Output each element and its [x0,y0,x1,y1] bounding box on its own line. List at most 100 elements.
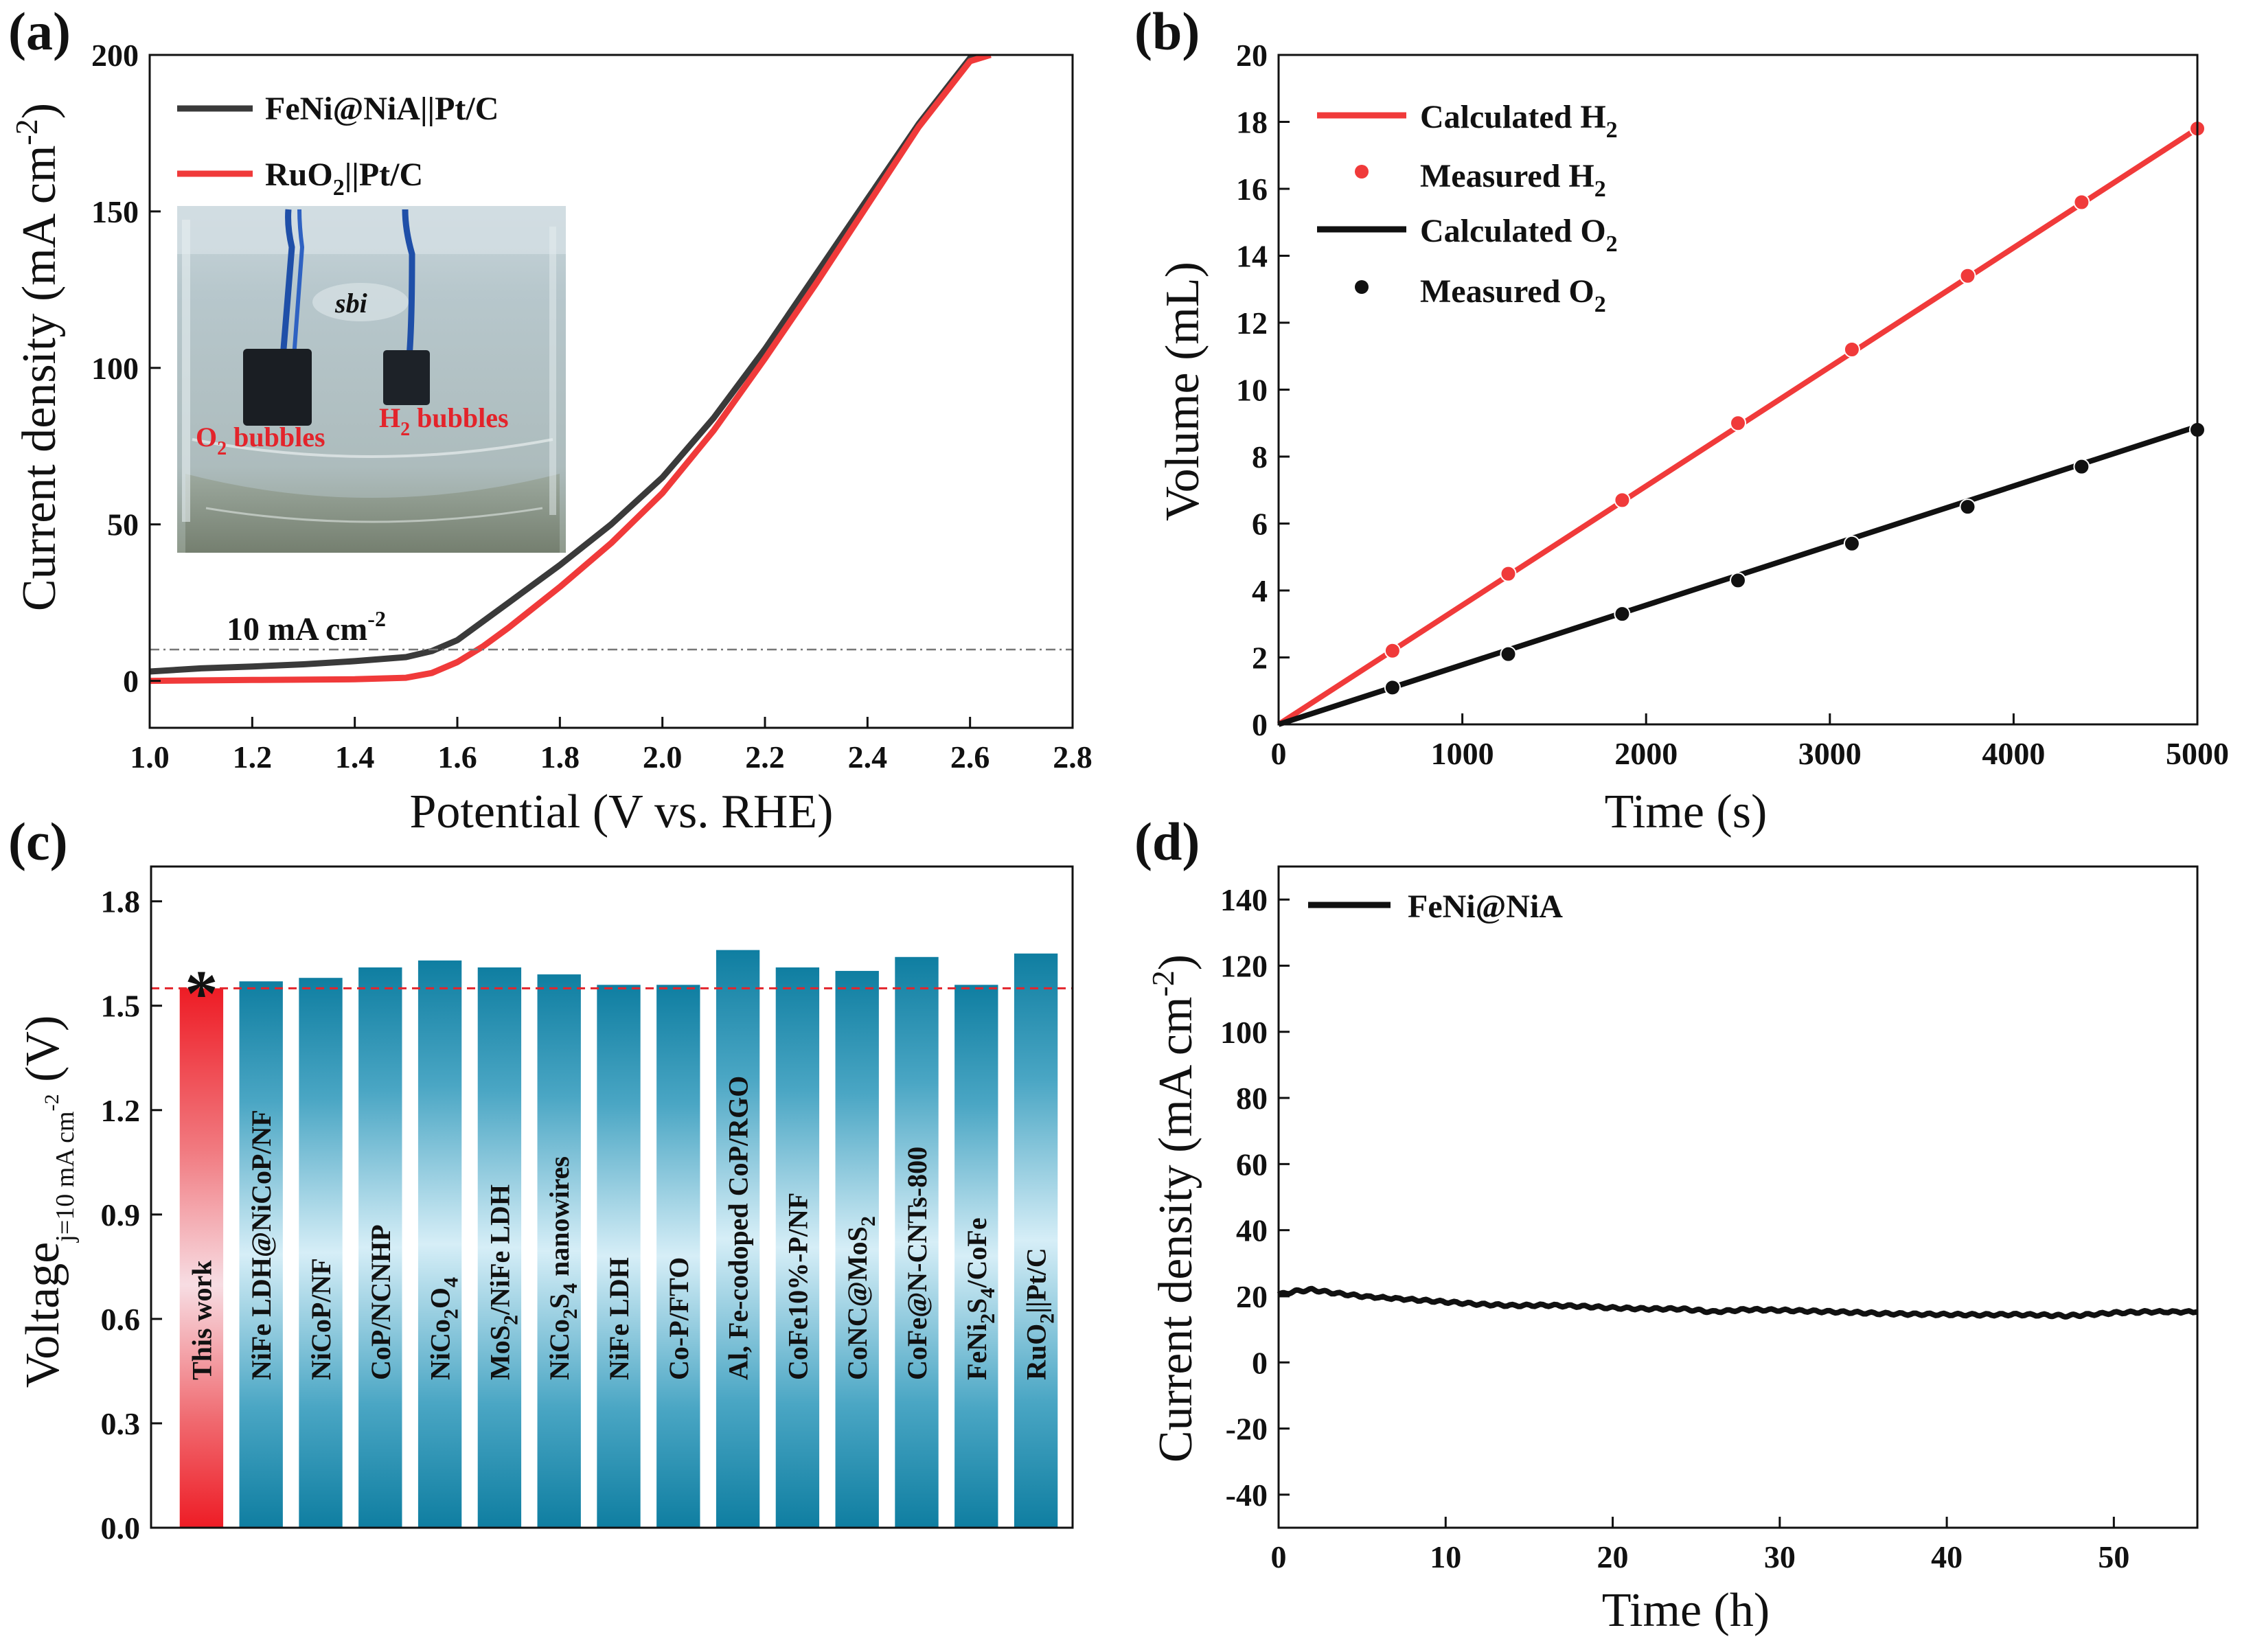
x-tick-label: 3000 [1798,736,1862,771]
panel-d-label: (d) [1134,812,1200,871]
panel-b: (b) Calculated H2 Measured H2 Calculated… [1134,1,2229,838]
panel-b-label: (b) [1134,1,1200,61]
left-wire [279,209,295,358]
y-tick-label: 1.5 [101,989,141,1024]
y-tick-label: 1.8 [101,884,141,919]
panel-b-axes: 0 1000 2000 3000 4000 5000 0 2 4 6 8 10 12 14 16 18 20 [1236,38,2229,771]
panel-a-lines [150,55,992,685]
plot-frame [1277,54,2199,726]
y-tick-label: 50 [107,507,139,542]
panel-d: (d) FeNi@NiA 0 10 20 30 40 50 -40 -20 0 20 40 60 80 1… [1134,812,2199,1637]
x-tick-label: 1.4 [335,739,375,775]
panel-b-x-axis-title: Time (s) [1605,785,1768,838]
y-tick-label: -40 [1226,1478,1268,1513]
x-tick-label: 2.0 [643,739,683,775]
x-tick-label: 1.0 [130,739,170,775]
y-tick-label: 200 [91,38,139,73]
panel-b-legend: Calculated H2 Measured H2 Calculated O2 … [1317,99,1618,317]
bar-label-10: Al, Fe-codoped CoP/RGO [723,1076,754,1380]
panel-b-y-axis-title: Volume (mL) [1156,262,1209,521]
bar-9 [656,985,700,1528]
legend-label-calculated-o2: Calculated O2 [1420,213,1618,257]
legend-label-measured-h2: Measured H2 [1420,158,1606,202]
jar-label-text: sbi [334,288,367,319]
bar-label-8: NiFe LDH [604,1257,634,1380]
panel-a-label: (a) [8,1,71,61]
x-tick-label: 0 [1271,1539,1287,1574]
x-tick-label: 1.2 [233,739,273,775]
y-tick-label: 140 [1220,882,1268,917]
y-tick-label: 0 [1252,1345,1268,1380]
jar-bottom [185,474,560,553]
bar-7 [537,974,581,1528]
panel-a-reference-label: 10 mA cm-2 [227,606,386,647]
bar-13 [895,956,939,1528]
bar-label-12: CoNC@MoS2 [842,1216,880,1380]
bar-label-9: Co-P/FTO [663,1257,694,1380]
bar-15 [1014,953,1058,1528]
bar-label-13: CoFe@N-CNTs-800 [902,1147,933,1380]
panel-c-axes: 0.0 0.3 0.6 0.9 1.2 1.5 1.8 [101,865,1074,1546]
x-tick-label: 2.4 [848,739,888,775]
x-tick-label: 1.8 [540,739,580,775]
panel-c-this-work-marker: * [185,956,218,1030]
plot-frame [148,54,1074,729]
x-tick-label: 5000 [2166,736,2229,771]
bar-2 [239,981,283,1528]
bar-label-11: CoFe10%-P/NF [782,1193,813,1380]
legend-label-measured-o2: Measured O2 [1420,273,1606,317]
series-measured-o2-point [1384,679,1401,696]
x-tick-label: 2.8 [1053,739,1093,775]
bar-label-1: This work [186,1260,217,1380]
y-tick-label: 18 [1236,105,1268,140]
panel-d-axes: 0 10 20 30 40 50 -40 -20 0 20 40 60 80 100 120 140 [1220,865,2199,1574]
bar-1 [179,988,224,1528]
series-measured-h2-point [1730,415,1746,432]
panel-a-y-axis-title: Current density (mA cm-2) [9,103,66,611]
y-tick-label: 40 [1236,1213,1268,1248]
panel-c-bars [179,950,1058,1528]
x-tick-label: 2.6 [950,739,990,775]
y-tick-label: 14 [1236,239,1268,274]
y-tick-label: 60 [1236,1147,1268,1182]
panel-d-legend: FeNi@NiA [1308,888,1563,925]
series-ruo2-pt-curve [150,55,992,685]
bar-label-14: FeNi2S4/CoFe [961,1217,999,1380]
panel-a-x-axis-title: Potential (V vs. RHE) [409,785,833,838]
bar-5 [417,960,462,1528]
x-tick-label: 4000 [1982,736,2045,771]
bar-4 [358,967,402,1528]
bar-label-15: RuO2||Pt/C [1021,1248,1059,1380]
bar-label-7: NiCo2S4 nanowires [544,1156,582,1380]
y-tick-label: 10 [1236,373,1268,408]
x-tick-label: 0 [1271,736,1287,771]
bar-label-4: CoP/NCNHP [365,1224,396,1380]
x-tick-label: 40 [1931,1539,1963,1574]
panel-d-x-axis-title: Time (h) [1602,1584,1770,1637]
y-tick-label: 0.0 [101,1511,141,1546]
panel-c: (c) * This work NiFe LDH@NiCoP/NF NiCoP/NF… [8,812,1074,1546]
left-electrode [243,349,312,426]
y-tick-label: 1.2 [101,1093,141,1128]
x-tick-label: 2.2 [745,739,785,775]
series-measured-o2-point [1500,645,1517,663]
y-tick-label: 2 [1252,641,1268,676]
series-measured-o2-point [1614,606,1631,623]
series-measured-o2-point [1959,498,1976,516]
right-electrode [383,350,430,405]
legend-label-calculated-h2: Calculated H2 [1420,99,1618,143]
panel-c-bar-labels: This work NiFe LDH@NiCoP/NF NiCoP/NF CoP/NC… [186,1076,1058,1380]
y-tick-label: 8 [1252,439,1268,474]
series-measured-h2-point [2073,194,2090,211]
series-feni-nia-curve [1277,1285,2198,1320]
panel-a-legend: FeNi@NiA||Pt/C RuO2||Pt/C [177,91,499,200]
panel-d-y-axis-title: Current density (mA cm-2) [1145,954,1202,1462]
inset-h2-bubbles-label: H2 bubbles [379,402,509,440]
series-measured-h2-point [1959,267,1976,284]
bar-10 [716,950,760,1528]
y-tick-label: -20 [1226,1412,1268,1447]
legend-label-ruo2-pt: RuO2||Pt/C [265,157,423,200]
y-tick-label: 0 [123,664,139,699]
panel-d-data [1277,1285,2198,1320]
inset-o2-bubbles-label: O2 bubbles [196,422,325,459]
